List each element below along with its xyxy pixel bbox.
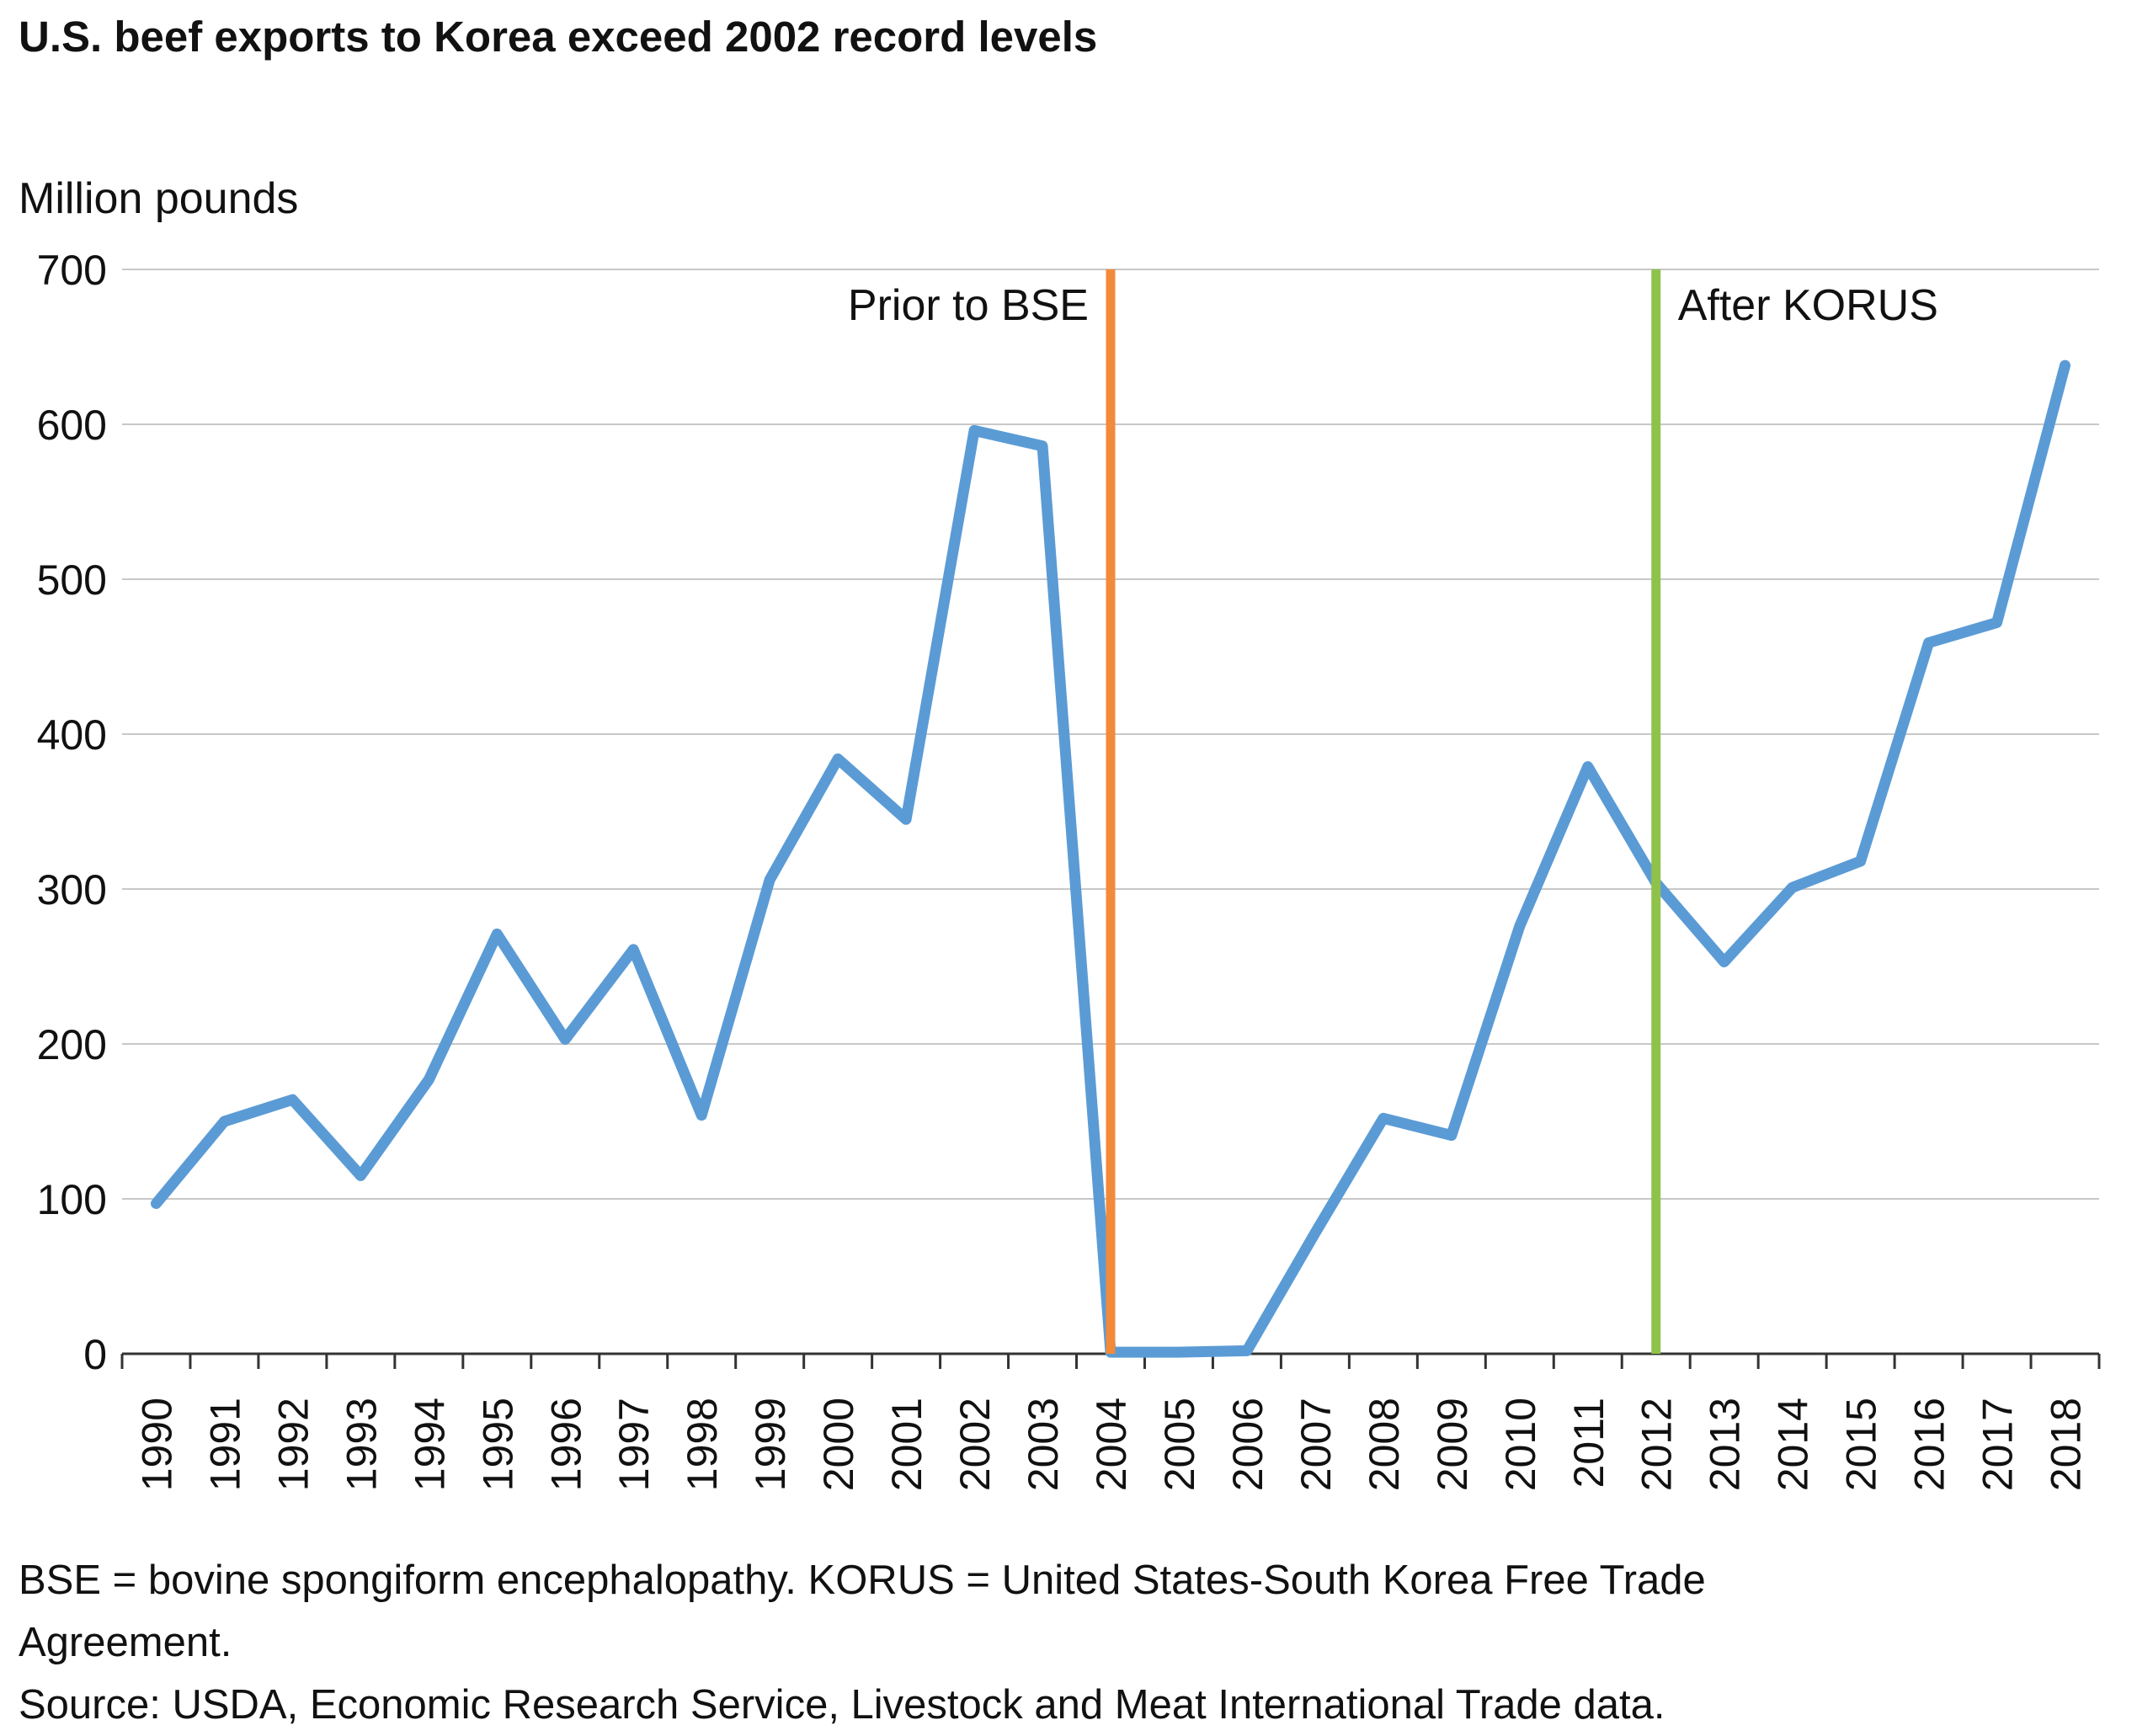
x-tick-label-2004: 2004	[1088, 1398, 1135, 1491]
annotation-label-2: After KORUS	[1678, 281, 1938, 330]
x-tick-label-2007: 2007	[1292, 1398, 1340, 1491]
y-tick-label-100: 100	[37, 1176, 107, 1223]
y-tick-label-300: 300	[37, 866, 107, 913]
x-tick-label-2008: 2008	[1361, 1398, 1408, 1491]
chart-title: U.S. beef exports to Korea exceed 2002 r…	[19, 13, 1098, 61]
x-tick-label-2000: 2000	[815, 1398, 862, 1491]
x-tick-label-2010: 2010	[1497, 1398, 1544, 1491]
y-axis-label: Million pounds	[19, 174, 298, 223]
x-tick-label-2003: 2003	[1020, 1398, 1067, 1491]
y-tick-label-600: 600	[37, 402, 107, 449]
y-tick-label-400: 400	[37, 711, 107, 759]
x-tick-labels: 1990 1991 1992 1993 1994 1995 1996 1997 1998 1999…	[133, 1398, 2089, 1491]
x-tick-label-1997: 1997	[610, 1398, 658, 1491]
x-tick-label-1994: 1994	[406, 1398, 453, 1491]
y-tick-label-500: 500	[37, 556, 107, 604]
y-tick-label-200: 200	[37, 1021, 107, 1068]
x-tick-label-1990: 1990	[133, 1398, 180, 1491]
x-tick-label-2018: 2018	[2043, 1398, 2090, 1491]
y-tick-label-700: 700	[37, 247, 107, 294]
x-tick-label-1993: 1993	[338, 1398, 385, 1491]
x-tick-label-2015: 2015	[1838, 1398, 1885, 1491]
x-tick-label-2014: 2014	[1770, 1398, 1817, 1491]
x-tick-label-1996: 1996	[542, 1398, 589, 1491]
definition-note-line-1: BSE = bovine spongiform encephalopathy. …	[19, 1558, 1706, 1603]
x-tick-label-2005: 2005	[1156, 1398, 1203, 1491]
line-chart: Million pounds 0 100 200 300 400 500 600 700 19…	[19, 174, 2101, 1491]
annotation-label-1: Prior to BSE	[848, 281, 1089, 330]
x-tick-label-2013: 2013	[1702, 1398, 1749, 1491]
x-tick-label-2001: 2001	[883, 1398, 930, 1491]
x-tick-label-1991: 1991	[201, 1398, 248, 1491]
x-tick-label-1992: 1992	[269, 1398, 317, 1491]
x-tick-label-2009: 2009	[1429, 1398, 1476, 1491]
x-tick-label-2016: 2016	[1906, 1398, 1953, 1491]
source-note: Source: USDA, Economic Research Service,…	[19, 1682, 1665, 1728]
x-tick-label-1999: 1999	[747, 1398, 794, 1491]
x-tick-label-2012: 2012	[1633, 1398, 1681, 1491]
x-tick-label-2002: 2002	[951, 1398, 999, 1491]
x-tick-label-1995: 1995	[474, 1398, 521, 1491]
y-tick-label-0: 0	[83, 1331, 107, 1378]
definition-note-line-2: Agreement.	[19, 1620, 232, 1665]
y-tick-labels: 0 100 200 300 400 500 600 700	[37, 247, 107, 1378]
annotation-markers: Prior to BSE After KORUS	[848, 269, 1938, 1354]
chart-notes: BSE = bovine spongiform encephalopathy. …	[19, 1549, 1706, 1736]
x-tick-label-2017: 2017	[1974, 1398, 2022, 1491]
x-tick-label-2006: 2006	[1224, 1398, 1271, 1491]
x-tick-label-2011: 2011	[1565, 1398, 1612, 1488]
x-tick-label-1998: 1998	[679, 1398, 726, 1491]
